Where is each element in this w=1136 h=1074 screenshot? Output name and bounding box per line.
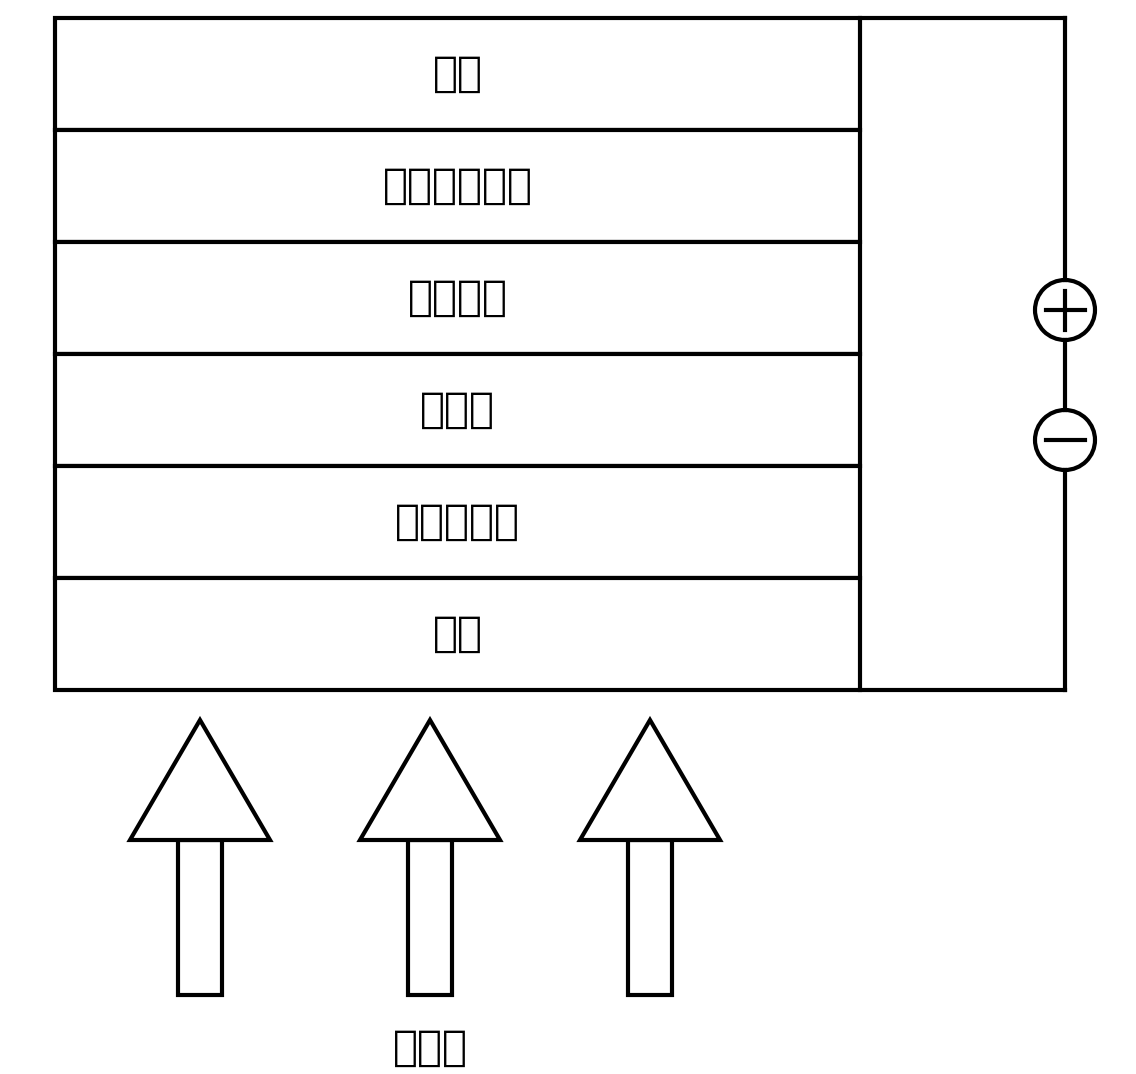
- Text: 阴极: 阴极: [433, 613, 483, 655]
- Polygon shape: [580, 720, 720, 840]
- Text: 光活性层: 光活性层: [408, 277, 508, 319]
- Text: 背电极修饰层: 背电极修饰层: [383, 165, 533, 207]
- Bar: [55, 466, 860, 578]
- Polygon shape: [178, 840, 222, 995]
- Polygon shape: [130, 720, 270, 840]
- Text: 窗口层: 窗口层: [420, 389, 495, 431]
- Bar: [55, 242, 860, 354]
- Bar: [55, 354, 860, 466]
- Polygon shape: [408, 840, 452, 995]
- Text: 阴极界面层: 阴极界面层: [395, 500, 520, 543]
- Text: 入射光: 入射光: [393, 1027, 468, 1069]
- Bar: [55, 578, 860, 690]
- Bar: [55, 130, 860, 242]
- Polygon shape: [360, 720, 500, 840]
- Text: 阳极: 阳极: [433, 53, 483, 95]
- Polygon shape: [628, 840, 673, 995]
- Bar: [55, 18, 860, 130]
